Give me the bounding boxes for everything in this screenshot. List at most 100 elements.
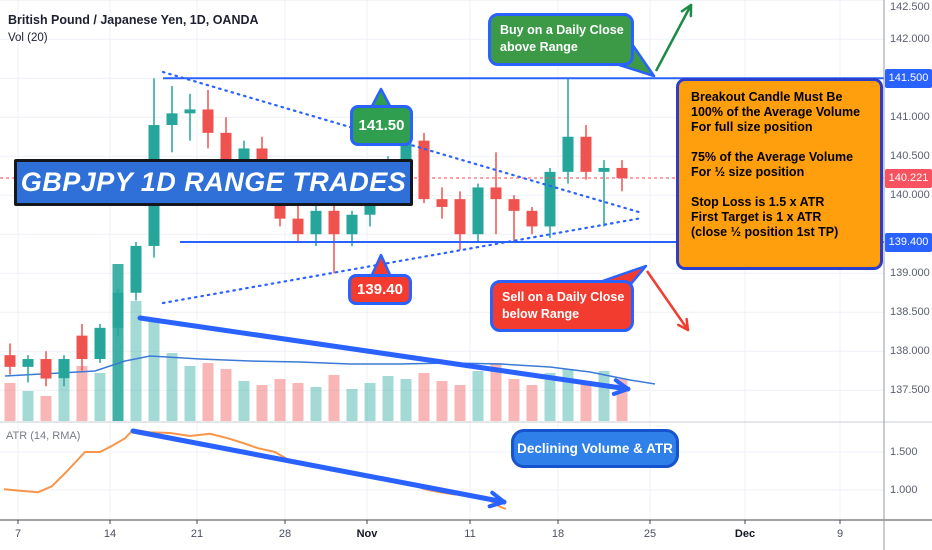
candle-body — [310, 210, 322, 235]
volume-bar — [598, 371, 610, 421]
volume-bar — [76, 366, 88, 421]
volume-bar — [346, 389, 358, 421]
candle-body — [328, 210, 340, 235]
price-axis-label: 140.500 — [890, 150, 930, 163]
volume-bar — [580, 381, 592, 421]
volume-bar — [508, 379, 520, 421]
volume-bar — [454, 385, 466, 421]
candle-body — [436, 199, 448, 207]
volume-bar — [544, 373, 556, 421]
volume-bar — [94, 373, 106, 421]
price-axis-label: 137.500 — [890, 384, 930, 397]
candle-body — [58, 359, 70, 379]
volume-bar — [184, 366, 196, 421]
volume-bar — [40, 396, 52, 421]
sell-breakdown-arrow — [645, 270, 690, 331]
candle-body — [562, 136, 574, 172]
candle-body — [130, 245, 142, 293]
volume-bar — [274, 379, 286, 421]
candle-body — [544, 171, 556, 227]
candle-body — [202, 109, 214, 133]
buy-breakout-arrow-head — [680, 3, 693, 13]
price-badge: 139.400 — [885, 232, 932, 252]
time-axis-label: 21 — [190, 528, 204, 540]
time-axis-label: 11 — [464, 528, 476, 540]
candle-body — [490, 187, 502, 200]
candle-body — [472, 187, 484, 235]
time-axis-label: 18 — [551, 528, 565, 540]
volume-bar — [256, 385, 268, 421]
price-axis-label: 138.500 — [890, 306, 930, 319]
candle-body — [292, 218, 304, 235]
sell-callout[interactable]: Sell on a Daily Close below Range — [490, 280, 634, 332]
title-banner[interactable]: GBPJPY 1D RANGE TRADES — [14, 159, 413, 206]
candle-body — [418, 140, 430, 200]
breakout-rules-callout[interactable]: Breakout Candle Must Be 100% of the Aver… — [676, 78, 883, 270]
candle-body — [184, 109, 196, 114]
volume-downtrend-line-head — [611, 387, 630, 396]
volume-downtrend-line — [137, 315, 631, 392]
volume-indicator-label[interactable]: Vol (20) — [8, 32, 48, 44]
time-axis-label: 9 — [836, 528, 844, 540]
buy-breakout-arrow — [654, 4, 693, 72]
volume-bar — [22, 391, 34, 421]
volume-bar — [238, 381, 250, 421]
range-bottom-price-callout[interactable]: 139.40 — [348, 274, 412, 305]
candle-body — [22, 359, 34, 367]
candle-body — [112, 292, 124, 328]
volume-bar — [418, 373, 430, 421]
candle-body — [400, 140, 412, 161]
atr-downtrend-line — [130, 428, 507, 505]
symbol-title[interactable]: British Pound / Japanese Yen, 1D, OANDA — [8, 13, 259, 27]
volume-ma-line — [4, 355, 656, 385]
buy-callout[interactable]: Buy on a Daily Close above Range — [488, 13, 634, 66]
volume-bar — [562, 369, 574, 421]
volume-bar — [472, 371, 484, 421]
range-top-price-callout[interactable]: 141.50 — [350, 105, 413, 146]
candle-body — [580, 136, 592, 172]
candle-body — [94, 327, 106, 360]
time-axis-label: 7 — [14, 528, 22, 540]
sell-breakdown-arrow-head — [677, 323, 690, 332]
volume-bar — [490, 363, 502, 421]
volume-downtrend-line-head — [613, 378, 630, 391]
candle-body — [166, 113, 178, 126]
atr-indicator-label[interactable]: ATR (14, RMA) — [6, 430, 81, 442]
atr-axis-label: 1.500 — [890, 446, 918, 458]
candle-body — [238, 148, 250, 168]
volume-bar — [310, 387, 322, 421]
volume-bar — [148, 318, 160, 421]
sell-breakdown-arrow-head — [685, 317, 690, 332]
volume-bar — [130, 301, 142, 421]
volume-bar — [400, 379, 412, 421]
time-axis-label: 28 — [278, 528, 292, 540]
volume-bar — [364, 383, 376, 421]
volume-bar — [58, 379, 70, 421]
price-axis-label: 142.500 — [890, 1, 930, 13]
wedge-upper-line — [161, 70, 644, 215]
candle-body — [598, 167, 610, 172]
candle-body — [454, 199, 466, 235]
price-axis-label: 141.000 — [890, 111, 930, 124]
candle-body — [526, 210, 538, 227]
volume-bar — [166, 353, 178, 421]
candle-body — [76, 335, 88, 360]
atr-downtrend-line-head — [487, 500, 506, 509]
volume-bar — [220, 369, 232, 421]
price-axis-label: 139.000 — [890, 267, 930, 280]
price-axis-label: 140.000 — [890, 189, 930, 202]
time-axis-label: Nov — [356, 528, 378, 540]
candle-body — [346, 214, 358, 235]
candle-body — [4, 355, 16, 367]
volume-bar — [436, 381, 448, 421]
atr-downtrend-line-head — [490, 490, 506, 504]
volume-bar — [202, 363, 214, 421]
time-axis-label: 14 — [103, 528, 117, 540]
price-axis-label: 142.000 — [890, 33, 930, 46]
candle-body — [616, 167, 628, 179]
time-axis-label: 25 — [643, 528, 657, 540]
volume-bar — [292, 383, 304, 421]
declining-volume-atr-callout[interactable]: Declining Volume & ATR — [511, 429, 679, 468]
candle-body — [508, 199, 520, 211]
